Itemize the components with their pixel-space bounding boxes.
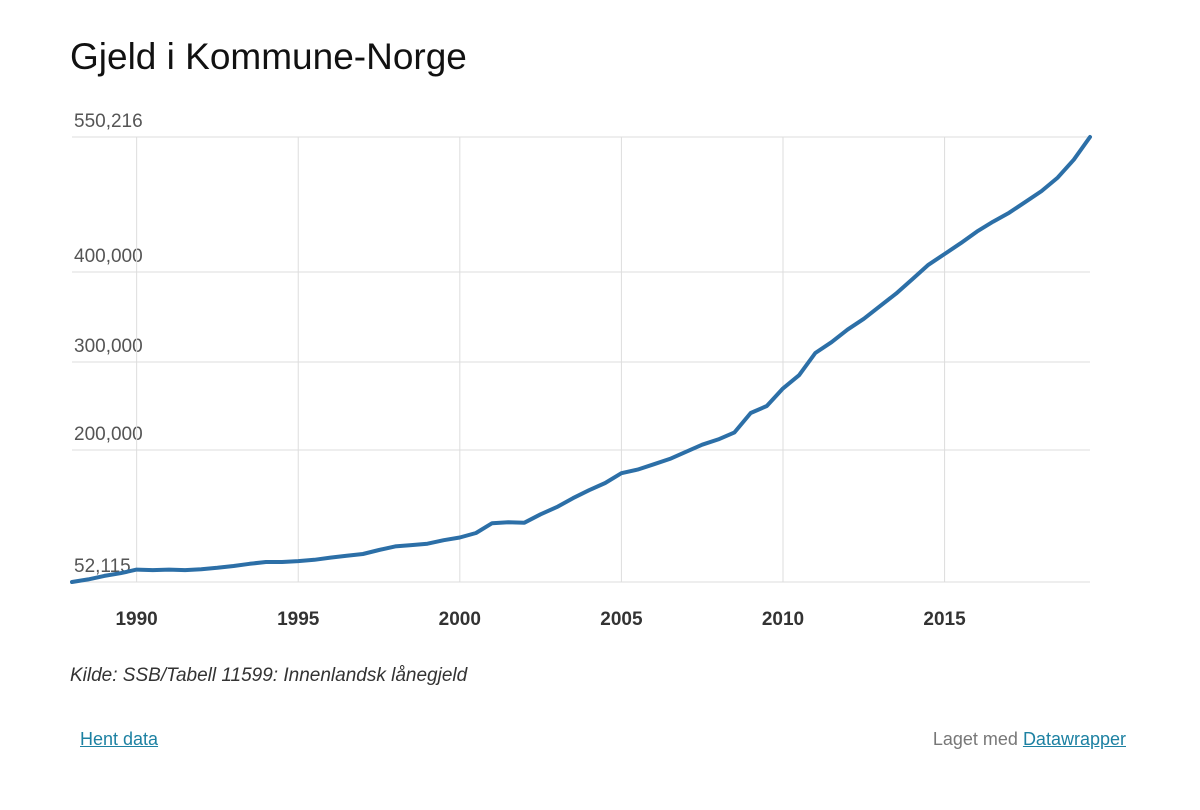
source-note: Kilde: SSB/Tabell 11599: Innenlandsk lån… xyxy=(70,665,468,686)
credit: Laget med Datawrapper xyxy=(933,729,1126,750)
y-tick-label: 200,000 xyxy=(74,424,143,445)
x-tick-label: 1990 xyxy=(115,609,157,630)
made-with-label: Laget med xyxy=(932,729,1018,749)
x-tick-label: 2005 xyxy=(600,609,643,630)
y-tick-label: 300,000 xyxy=(74,336,143,357)
line-chart: 52,115 200,000 300,000 400,000 550,216 1990 19… xyxy=(70,111,1092,630)
y-tick-label: 52,115 xyxy=(74,556,131,577)
y-tick-label: 400,000 xyxy=(74,246,143,267)
x-tick-label: 1995 xyxy=(277,609,320,630)
datawrapper-link[interactable]: Datawrapper xyxy=(1022,729,1126,749)
series-line xyxy=(70,135,1092,584)
x-tick-label: 2000 xyxy=(439,609,481,630)
x-tick-label: 2010 xyxy=(762,609,804,630)
download-data-link[interactable]: Hent data xyxy=(80,729,159,749)
x-tick-label: 2015 xyxy=(923,609,966,630)
download-data-area: Hent data xyxy=(80,729,158,750)
chart-title: Gjeld i Kommune-Norge xyxy=(70,36,467,77)
y-tick-label: 550,216 xyxy=(74,111,143,132)
